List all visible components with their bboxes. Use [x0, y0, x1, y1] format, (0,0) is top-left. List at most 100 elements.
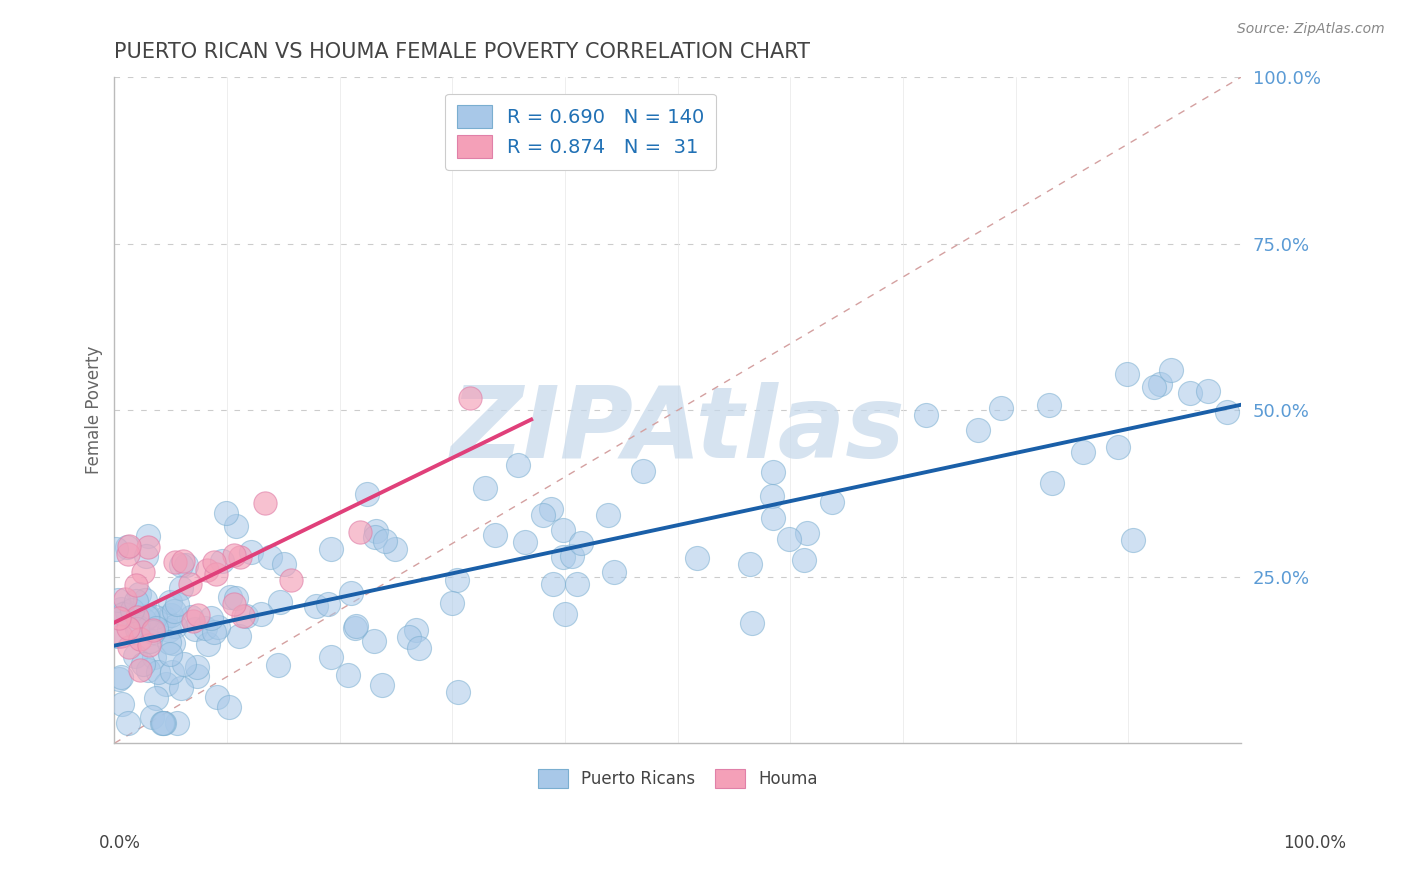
Point	[1160, 363, 1182, 377]
Point	[184, 623, 207, 637]
Point	[170, 581, 193, 595]
Point	[207, 619, 229, 633]
Point	[202, 555, 225, 569]
Point	[108, 672, 131, 686]
Point	[166, 716, 188, 731]
Point	[128, 632, 150, 647]
Point	[219, 590, 242, 604]
Text: PUERTO RICAN VS HOUMA FEMALE POVERTY CORRELATION CHART: PUERTO RICAN VS HOUMA FEMALE POVERTY COR…	[114, 42, 810, 62]
Point	[173, 657, 195, 672]
Point	[135, 610, 157, 624]
Point	[374, 533, 396, 548]
Point	[157, 635, 180, 649]
Point	[117, 622, 139, 636]
Point	[152, 716, 174, 731]
Point	[484, 527, 506, 541]
Point	[364, 530, 387, 544]
Point	[228, 629, 250, 643]
Point	[349, 525, 371, 540]
Point	[603, 565, 626, 579]
Point	[142, 624, 165, 638]
Point	[145, 691, 167, 706]
Point	[229, 550, 252, 565]
Point	[364, 524, 387, 539]
Point	[211, 554, 233, 568]
Point	[124, 649, 146, 664]
Point	[441, 596, 464, 610]
Point	[159, 595, 181, 609]
Point	[778, 532, 800, 546]
Point	[145, 609, 167, 624]
Point	[112, 607, 135, 622]
Point	[215, 506, 238, 520]
Point	[170, 681, 193, 696]
Point	[136, 609, 159, 624]
Point	[356, 486, 378, 500]
Point	[117, 716, 139, 731]
Point	[565, 576, 588, 591]
Point	[225, 518, 247, 533]
Point	[1071, 444, 1094, 458]
Point	[125, 593, 148, 607]
Text: 100.0%: 100.0%	[1284, 834, 1346, 852]
Point	[115, 540, 138, 554]
Point	[129, 663, 152, 677]
Point	[761, 489, 783, 503]
Point	[405, 623, 427, 637]
Point	[170, 558, 193, 572]
Text: 0.0%: 0.0%	[98, 834, 141, 852]
Point	[205, 566, 228, 581]
Point	[127, 610, 149, 624]
Point	[1122, 533, 1144, 547]
Point	[153, 716, 176, 731]
Point	[179, 576, 201, 591]
Point	[741, 615, 763, 630]
Point	[250, 607, 273, 621]
Point	[127, 619, 149, 633]
Legend: Puerto Ricans, Houma: Puerto Ricans, Houma	[531, 763, 824, 795]
Point	[180, 610, 202, 624]
Point	[186, 659, 208, 673]
Text: ZIPAtlas: ZIPAtlas	[450, 382, 905, 479]
Point	[114, 591, 136, 606]
Point	[186, 669, 208, 683]
Point	[474, 481, 496, 495]
Point	[145, 621, 167, 635]
Text: Source: ZipAtlas.com: Source: ZipAtlas.com	[1237, 22, 1385, 37]
Point	[117, 605, 139, 619]
Point	[796, 525, 818, 540]
Point	[118, 640, 141, 655]
Point	[128, 587, 150, 601]
Point	[531, 508, 554, 522]
Point	[447, 685, 470, 699]
Point	[384, 541, 406, 556]
Point	[135, 549, 157, 563]
Point	[1149, 376, 1171, 391]
Point	[166, 598, 188, 612]
Point	[159, 648, 181, 662]
Point	[121, 602, 143, 616]
Point	[132, 565, 155, 579]
Point	[104, 541, 127, 556]
Point	[162, 636, 184, 650]
Point	[633, 464, 655, 478]
Point	[187, 608, 209, 623]
Point	[138, 663, 160, 677]
Point	[218, 700, 240, 714]
Point	[762, 465, 785, 479]
Point	[110, 602, 132, 616]
Point	[107, 611, 129, 625]
Point	[738, 557, 761, 571]
Point	[1143, 380, 1166, 394]
Point	[762, 511, 785, 525]
Point	[200, 611, 222, 625]
Point	[553, 523, 575, 537]
Point	[513, 535, 536, 549]
Point	[398, 630, 420, 644]
Point	[551, 550, 574, 565]
Point	[990, 401, 1012, 415]
Point	[280, 573, 302, 587]
Point	[340, 585, 363, 599]
Point	[821, 495, 844, 509]
Point	[569, 536, 592, 550]
